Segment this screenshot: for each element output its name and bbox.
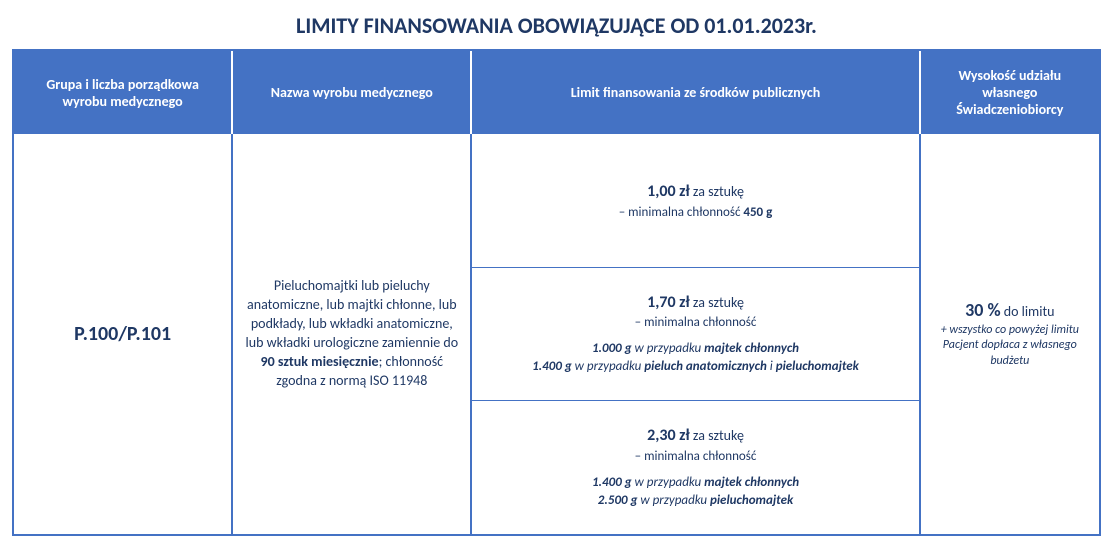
share-note: + wszystko co powyżej limitu Pacjent dop…: [933, 323, 1087, 370]
header-share: Wysokość udziału własnego Świadczeniobio…: [921, 51, 1099, 134]
limit-2-d2-tail: i: [767, 359, 776, 374]
limit-2-unit: za sztukę: [690, 294, 744, 311]
limit-1-absorb-prefix: – minimalna chłonność: [619, 205, 744, 220]
limit-2-detail-row-1: 1.000 g w przypadku majtek chłonnych: [532, 340, 859, 358]
limit-3-d1-b2: majtek chłonnych: [704, 475, 799, 490]
table-row: P.100/P.101 Pieluchomajtki lub pieluchy …: [14, 134, 1099, 534]
limit-3-absorb: – minimalna chłonność: [635, 449, 757, 464]
limit-1-absorb: – minimalna chłonność 450 g: [619, 205, 773, 220]
limit-2-detail-row-2: 1.400 g w przypadku pieluch anatomicznyc…: [532, 358, 859, 376]
limit-3-d2-b1: 2.500 g: [598, 493, 638, 508]
desc-bold: 90 sztuk miesięcznie: [261, 353, 379, 370]
limit-3-d2-mid: w przypadku: [637, 493, 710, 508]
product-description: Pieluchomajtki lub pieluchy anatomiczne,…: [245, 277, 458, 390]
page-title: LIMITY FINANSOWANIA OBOWIĄZUJĄCE OD 01.0…: [12, 12, 1101, 39]
limit-3-detail-row-2: 2.500 g w przypadku pieluchomajtek: [592, 492, 799, 510]
limit-3-detail-row-1: 1.400 g w przypadku majtek chłonnych: [592, 474, 799, 492]
limit-3-d1-b1: 1.400 g: [592, 475, 632, 490]
share-line1: 30 % do limitu: [965, 299, 1054, 321]
limits-wrapper: 1,00 zł za sztukę – minimalna chłonność …: [472, 134, 918, 534]
limit-2-d1-b1: 1.000 g: [592, 341, 632, 356]
share-percent-suffix: do limitu: [1001, 303, 1055, 320]
page-container: LIMITY FINANSOWANIA OBOWIĄZUJĄCE OD 01.0…: [12, 12, 1101, 536]
limit-3-d2-b2: pieluchomajtek: [710, 493, 793, 508]
limit-3-d1-mid: w przypadku: [632, 475, 705, 490]
share-percent: 30 %: [965, 299, 1000, 321]
limit-1-absorb-value: 450 g: [743, 205, 772, 220]
limit-3-unit: za sztukę: [690, 427, 744, 444]
limit-2-d2-b1: 1.400 g: [532, 359, 572, 374]
finance-table: Grupa i liczba porządkowa wyrobu medyczn…: [12, 49, 1101, 536]
desc-prefix: Pieluchomajtki lub pieluchy anatomiczne,…: [246, 277, 459, 351]
limit-2-details: 1.000 g w przypadku majtek chłonnych 1.4…: [532, 340, 859, 376]
limit-block-2: 1,70 zł za sztukę – minimalna chłonność …: [472, 268, 918, 402]
limit-1-price: 1,00 zł: [647, 182, 690, 201]
limit-1-unit: za sztukę: [690, 183, 744, 200]
product-code: P.100/P.101: [74, 322, 171, 346]
limit-3-price: 2,30 zł: [647, 426, 690, 445]
cell-share: 30 % do limitu + wszystko co powyżej lim…: [921, 134, 1099, 534]
header-group-number: Grupa i liczba porządkowa wyrobu medyczn…: [14, 51, 233, 134]
limit-1-price-line: 1,00 zł za sztukę: [647, 181, 744, 203]
limit-2-d1-mid: w przypadku: [632, 341, 705, 356]
limit-2-absorb: – minimalna chłonność: [635, 315, 757, 330]
limit-2-d2-mid: w przypadku: [572, 359, 645, 374]
limit-2-d1-b2: majtek chłonnych: [704, 341, 799, 356]
cell-code: P.100/P.101: [14, 134, 233, 534]
table-header-row: Grupa i liczba porządkowa wyrobu medyczn…: [14, 51, 1099, 134]
limit-block-1: 1,00 zł za sztukę – minimalna chłonność …: [472, 134, 918, 268]
limit-2-price: 1,70 zł: [647, 293, 690, 312]
limit-block-3: 2,30 zł za sztukę – minimalna chłonność …: [472, 401, 918, 534]
limit-2-d2-b2: pieluch anatomicznych: [644, 359, 767, 374]
limit-2-d2-b3: pieluchomajtek: [776, 359, 859, 374]
header-limit: Limit finansowania ze środków publicznyc…: [472, 51, 920, 134]
limit-2-price-line: 1,70 zł za sztukę: [647, 292, 744, 314]
cell-description: Pieluchomajtki lub pieluchy anatomiczne,…: [233, 134, 472, 534]
cell-limits: 1,00 zł za sztukę – minimalna chłonność …: [472, 134, 920, 534]
limit-3-details: 1.400 g w przypadku majtek chłonnych 2.5…: [592, 474, 799, 510]
header-product-name: Nazwa wyrobu medycznego: [233, 51, 472, 134]
limit-3-price-line: 2,30 zł za sztukę: [647, 425, 744, 447]
